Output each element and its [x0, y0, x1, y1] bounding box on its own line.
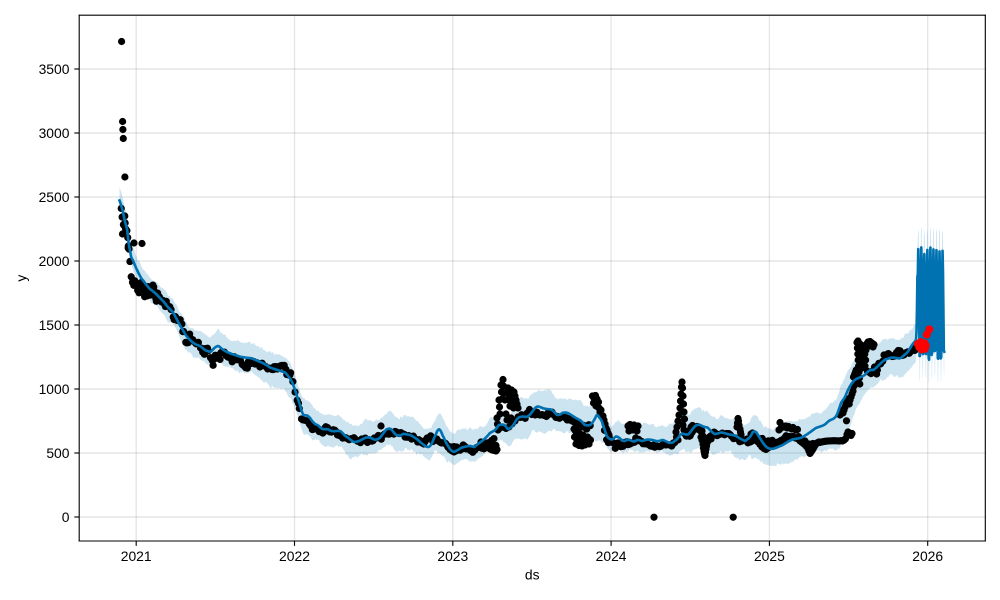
svg-text:0: 0: [62, 509, 70, 525]
svg-text:2024: 2024: [596, 548, 627, 564]
svg-text:2500: 2500: [39, 189, 70, 205]
svg-text:1000: 1000: [39, 381, 70, 397]
svg-text:ds: ds: [525, 566, 540, 582]
svg-text:2021: 2021: [121, 548, 152, 564]
svg-text:2000: 2000: [39, 253, 70, 269]
svg-text:500: 500: [46, 445, 69, 461]
svg-text:2023: 2023: [437, 548, 468, 564]
svg-text:3000: 3000: [39, 125, 70, 141]
svg-text:y: y: [13, 275, 29, 282]
svg-text:2022: 2022: [279, 548, 310, 564]
svg-text:3500: 3500: [39, 61, 70, 77]
svg-text:1500: 1500: [39, 317, 70, 333]
svg-text:2025: 2025: [754, 548, 785, 564]
svg-text:2026: 2026: [912, 548, 943, 564]
